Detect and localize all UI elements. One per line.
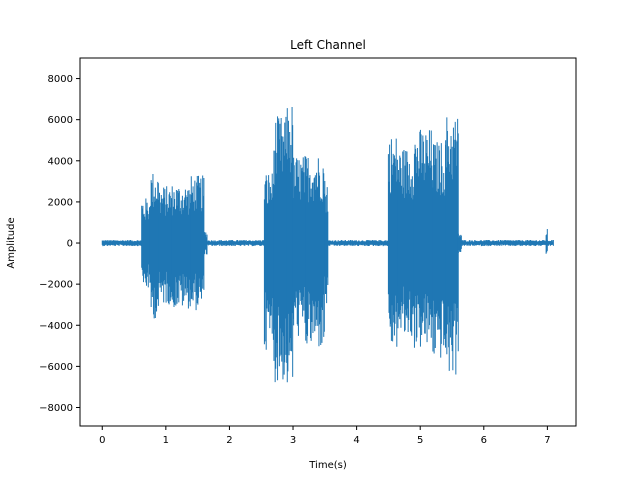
waveform-segment-14 xyxy=(327,239,389,247)
waveform-segment-15 xyxy=(387,138,398,347)
x-tick-label: 5 xyxy=(417,435,423,446)
y-tick-label: 4000 xyxy=(48,156,73,167)
waveform-segment-23 xyxy=(546,239,554,246)
x-tick-label: 2 xyxy=(226,435,232,446)
waveform-segment-1 xyxy=(141,198,150,288)
waveform-segment-22 xyxy=(545,228,548,254)
waveform-segment-10 xyxy=(286,107,294,383)
waveform-segment-16 xyxy=(397,150,415,336)
y-tick-label: 8000 xyxy=(48,74,73,85)
y-axis-label: Amplitude xyxy=(6,217,17,268)
waveform-segment-12 xyxy=(305,156,325,347)
series-waveform xyxy=(101,107,554,383)
y-tick-label: 2000 xyxy=(48,197,73,208)
waveform-segment-0 xyxy=(101,239,142,247)
x-tick-label: 7 xyxy=(544,435,550,446)
y-tick-label: −8000 xyxy=(39,403,73,414)
x-tick-label: 4 xyxy=(353,435,359,446)
y-tick-label: −2000 xyxy=(39,280,73,291)
waveform-segment-4 xyxy=(171,186,192,309)
waveform-segment-13 xyxy=(324,180,329,304)
y-tick-label: 6000 xyxy=(48,115,73,126)
waveform-segment-8 xyxy=(263,173,274,350)
waveform-segment-21 xyxy=(461,239,547,247)
x-tick-label: 3 xyxy=(290,435,296,446)
x-tick-label: 1 xyxy=(163,435,169,446)
plot-frame xyxy=(79,57,577,427)
waveform-segment-6 xyxy=(203,232,208,256)
waveform-segment-9 xyxy=(273,116,288,383)
waveform-segment-11 xyxy=(292,156,307,336)
waveform-segment-7 xyxy=(206,240,265,247)
waveform-segment-2 xyxy=(149,174,160,319)
waveform-segment-17 xyxy=(413,129,433,348)
axes: 0 1 2 3 4 5 6 7 −8000 −6000 −4000 −2000 0 2000 4000 600… xyxy=(39,57,577,446)
chart-title: Left Channel xyxy=(290,38,366,52)
y-tick-label: −4000 xyxy=(39,321,73,332)
x-tick-label: 0 xyxy=(99,435,105,446)
y-tick-label: 0 xyxy=(67,239,73,250)
plot-area xyxy=(101,107,554,383)
waveform-segment-19 xyxy=(445,117,459,375)
waveform-segment-3 xyxy=(158,186,173,305)
x-axis-label: Time(s) xyxy=(308,460,347,471)
y-tick-label: −6000 xyxy=(39,362,73,373)
waveform-segment-5 xyxy=(190,175,205,311)
x-tick-label: 6 xyxy=(481,435,487,446)
waveform-segment-18 xyxy=(432,142,447,358)
waveform-segment-20 xyxy=(457,233,462,253)
